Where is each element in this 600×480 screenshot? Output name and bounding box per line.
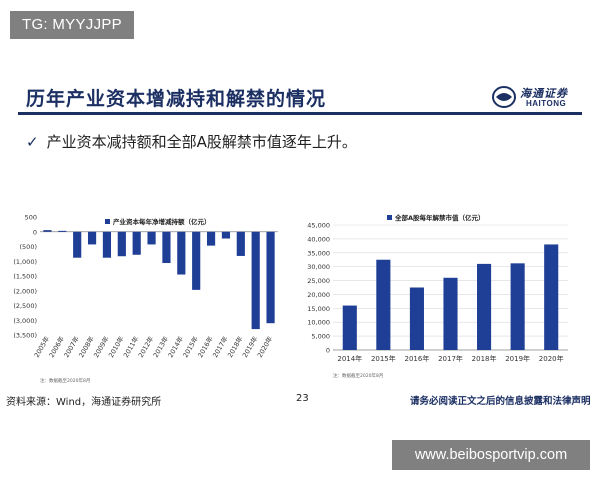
left-chart-note: 注：数据截至2020年8月 (40, 377, 90, 384)
left-chart-bar (206, 231, 216, 246)
charts-area: 500 0 (500) (1,000) (1,500) (2,000) (2,500) (3,… (13, 213, 568, 384)
haitong-logo-icon (492, 86, 516, 108)
page-number: 23 (296, 393, 309, 404)
left-chart-bar (177, 231, 186, 275)
haitong-logo: 海通证券 HAITONG (492, 84, 582, 110)
left-chart-ytick: (2,000) (13, 287, 37, 295)
right-chart-ytick: 30,000 (307, 263, 330, 271)
left-chart-bar (236, 231, 245, 256)
right-chart-xtick: 2016年 (405, 354, 430, 363)
left-chart-ytick: (3,000) (13, 317, 37, 325)
right-chart-bar (510, 263, 525, 350)
slide-title: 历年产业资本增减持和解禁的情况 (26, 88, 327, 110)
left-chart-bar (102, 231, 112, 258)
right-chart-xtick: 2014年 (337, 354, 362, 363)
right-chart-ytick: 10,000 (307, 319, 330, 327)
left-chart-ytick: (2,500) (13, 302, 37, 310)
right-chart-legend-label: 全部A股每年解禁市值（亿元） (394, 213, 485, 222)
logo-chinese-name: 海通证券 (520, 87, 568, 100)
right-chart-legend-swatch (387, 215, 392, 220)
right-chart-xtick: 2018年 (472, 354, 497, 363)
left-chart-legend-label: 产业资本每年净增减持额（亿元） (113, 217, 211, 226)
logo-english-name: HAITONG (526, 99, 567, 108)
right-chart-bar (544, 244, 559, 350)
left-chart-ytick: 500 (25, 214, 37, 222)
left-chart-bar (117, 231, 126, 257)
left-chart-bar (87, 231, 97, 245)
disclaimer-text: 请务必阅读正文之后的信息披露和法律声明 (410, 396, 591, 407)
right-chart-xtick: 2020年 (539, 354, 564, 363)
right-chart-xtick: 2019年 (505, 354, 530, 363)
left-chart-ytick: (1,500) (13, 273, 37, 281)
left-chart-ytick: (500) (20, 243, 37, 251)
right-chart-bar (409, 287, 424, 350)
left-chart-bar (43, 230, 52, 232)
left-chart-bar (221, 231, 231, 239)
left-chart-bar (73, 231, 82, 258)
right-chart-bar (443, 277, 458, 350)
right-chart-bar (342, 305, 357, 350)
right-chart-ytick: 45,000 (307, 222, 330, 230)
right-chart-ytick: 15,000 (307, 305, 330, 313)
right-chart-xtick: 2015年 (371, 354, 396, 363)
left-chart-bar (266, 231, 275, 324)
right-chart-ytick: 0 (326, 347, 330, 355)
source-note: 资料来源：Wind，海通证券研究所 (6, 397, 162, 408)
left-chart-legend-swatch (105, 219, 110, 224)
right-chart-ytick: 20,000 (307, 291, 330, 299)
left-chart-bar (58, 230, 67, 232)
right-chart-bar (376, 259, 391, 350)
left-chart-ytick: 0 (33, 228, 37, 236)
watermark-url: www.beibosportvip.com (392, 440, 590, 470)
right-chart-xtick: 2017年 (438, 354, 463, 363)
left-chart-bar (147, 231, 156, 245)
right-chart-ytick: 40,000 (307, 235, 330, 243)
left-chart-bar (132, 231, 141, 255)
bullet-point: ✓ 产业资本减持额和全部A股解禁市值逐年上升。 (26, 131, 357, 152)
right-chart-bar (477, 263, 492, 350)
left-chart-xtick: 2020年 (255, 334, 275, 359)
telegram-badge: TG: MYYJJPP (10, 11, 134, 39)
right-chart-ytick: 35,000 (307, 249, 330, 257)
right-chart-ytick: 5,000 (311, 333, 330, 341)
right-chart-ytick: 25,000 (307, 277, 330, 285)
left-chart-ytick: (1,000) (13, 258, 37, 266)
left-chart-bar (251, 231, 260, 330)
left-chart-ytick: (3,500) (13, 332, 37, 340)
left-chart-bar (162, 231, 171, 264)
title-divider (18, 112, 582, 115)
bullet-text: 产业资本减持额和全部A股解禁市值逐年上升。 (46, 133, 357, 151)
right-chart-note: 注：数据截至2020年8月 (333, 372, 383, 379)
check-icon: ✓ (26, 133, 39, 151)
left-chart-bar (192, 231, 201, 290)
